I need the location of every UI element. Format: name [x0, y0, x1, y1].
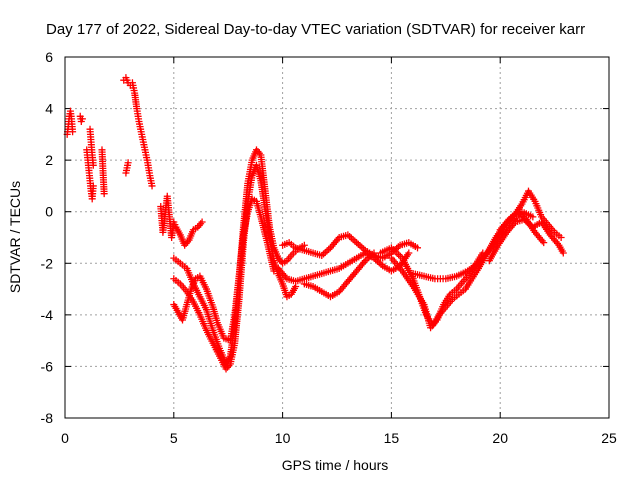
data-point: [270, 267, 278, 275]
data-point: [100, 190, 108, 198]
sat-trace-mid-2: [122, 159, 132, 177]
data-point: [78, 115, 86, 123]
data-point: [559, 249, 567, 257]
y-tick-label: 2: [45, 152, 53, 168]
y-tick-label: 0: [45, 204, 53, 220]
sat-trace-early-3: [83, 146, 97, 203]
data-point: [529, 213, 537, 221]
x-tick-label: 25: [601, 430, 617, 446]
sat-trace-main-3: [170, 195, 278, 345]
plot-frame: [64, 56, 610, 419]
x-tick-label: 0: [61, 430, 69, 446]
y-tick-label: 4: [45, 101, 53, 117]
y-tick-label: -6: [41, 358, 54, 374]
sat-trace-mid-1: [120, 74, 156, 190]
data-point: [557, 234, 565, 241]
data-point: [89, 182, 97, 190]
x-tick-label: 15: [384, 430, 400, 446]
sat-trace-early-4: [86, 125, 97, 169]
grid-layer: [65, 57, 609, 418]
sat-trace-mid-6: [300, 249, 378, 301]
y-tick-label: -4: [41, 307, 54, 323]
sat-trace-early-5: [98, 146, 108, 198]
y-axis-label: SDTVAR / TECUs: [7, 181, 23, 293]
data-point: [69, 128, 77, 136]
data-point: [405, 249, 413, 257]
data-point: [540, 239, 548, 247]
data-point: [124, 159, 132, 167]
y-tick-label: -2: [41, 255, 54, 271]
sat-trace-mid-3: [157, 192, 206, 249]
y-tick-label: -8: [41, 410, 54, 426]
data-point: [198, 218, 206, 226]
data-point: [370, 249, 378, 257]
x-tick-label: 5: [170, 430, 178, 446]
data-point: [414, 244, 422, 252]
sat-trace-late-2: [387, 249, 487, 332]
sat-trace-early-1: [63, 107, 77, 138]
chart-title: Day 177 of 2022, Sidereal Day-to-day VTE…: [46, 21, 585, 38]
x-tick-label: 20: [492, 430, 508, 446]
data-point: [89, 161, 97, 169]
sat-trace-mid-5: [279, 231, 422, 262]
y-tick-label: 6: [45, 49, 53, 65]
sat-trace-late-6: [496, 208, 548, 247]
data-point: [148, 182, 156, 190]
marks-layer: [63, 74, 567, 373]
tick-layer: 0 5 10 15 20 25 -8 -6 -4 -2 0 2 4 6: [41, 49, 617, 446]
x-tick-label: 10: [275, 430, 291, 446]
x-axis-label: GPS time / hours: [282, 457, 389, 473]
sat-trace-early-2: [76, 112, 86, 125]
